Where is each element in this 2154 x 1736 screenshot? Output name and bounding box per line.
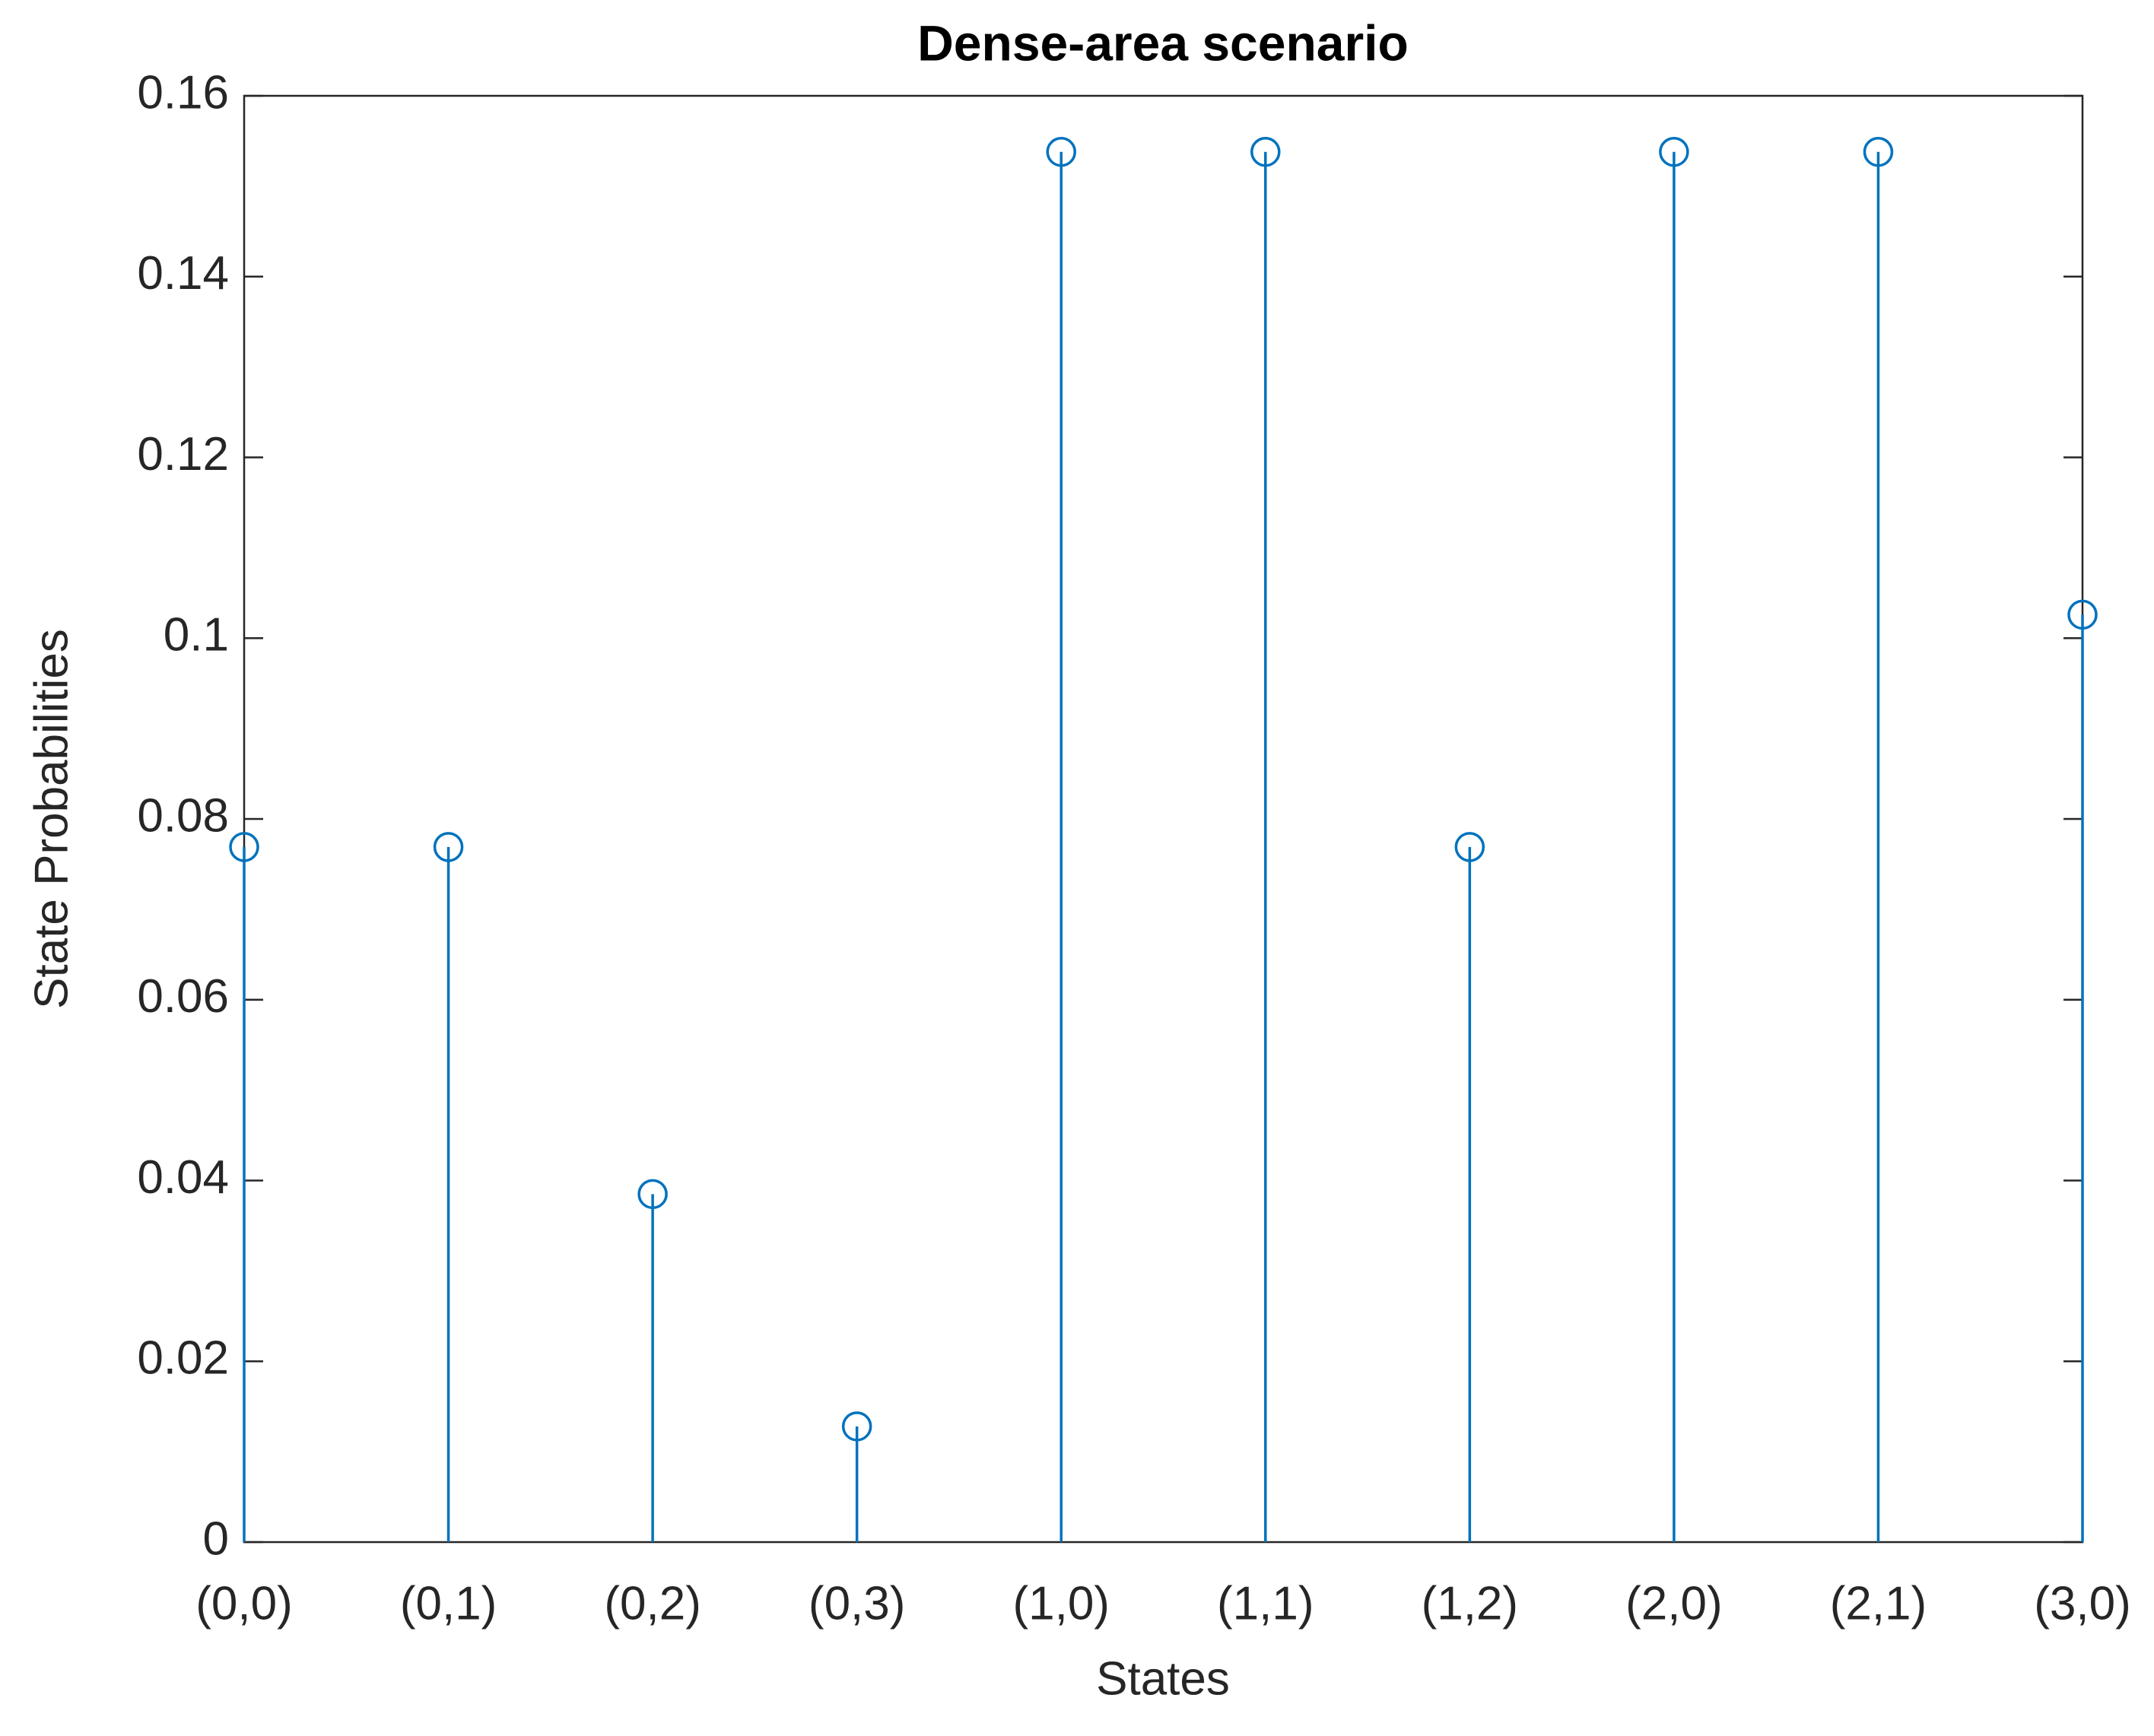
stem-marker <box>433 832 464 862</box>
x-axis-label: States <box>1096 1652 1230 1705</box>
y-tick-label: 0.14 <box>137 247 229 300</box>
y-tick-label: 0.12 <box>137 428 229 481</box>
stem-marker <box>841 1411 872 1442</box>
stem-marker <box>2067 599 2098 630</box>
stem-marker <box>229 832 259 862</box>
stem-marker <box>637 1179 668 1210</box>
y-tick-label: 0.04 <box>137 1151 229 1204</box>
chart-title: Dense-area scenario <box>917 14 1409 71</box>
x-tick-label: (3,0) <box>2034 1577 2130 1630</box>
stem-marker <box>1454 832 1485 862</box>
y-tick-label: 0 <box>203 1512 229 1565</box>
y-tick-label: 0.02 <box>137 1332 229 1385</box>
y-tick-label: 0.1 <box>164 609 229 662</box>
stem-marker <box>1046 136 1076 167</box>
y-tick-label: 0.16 <box>137 66 229 119</box>
stem-marker <box>1250 136 1281 167</box>
y-tick-label: 0.08 <box>137 789 229 842</box>
x-tick-label: (0,2) <box>604 1577 701 1630</box>
y-axis-label: State Probabilities <box>25 629 78 1009</box>
stem-marker <box>1863 136 1894 167</box>
x-tick-label: (1,2) <box>1422 1577 1518 1630</box>
x-tick-label: (1,0) <box>1012 1577 1109 1630</box>
x-tick-label: (0,0) <box>195 1577 292 1630</box>
y-tick-label: 0.06 <box>137 970 229 1023</box>
x-tick-label: (0,3) <box>809 1577 905 1630</box>
x-tick-label: (2,0) <box>1625 1577 1722 1630</box>
stem-marker <box>1659 136 1689 167</box>
x-tick-label: (2,1) <box>1830 1577 1927 1630</box>
x-tick-label: (1,1) <box>1217 1577 1314 1630</box>
x-tick-label: (0,1) <box>400 1577 497 1630</box>
